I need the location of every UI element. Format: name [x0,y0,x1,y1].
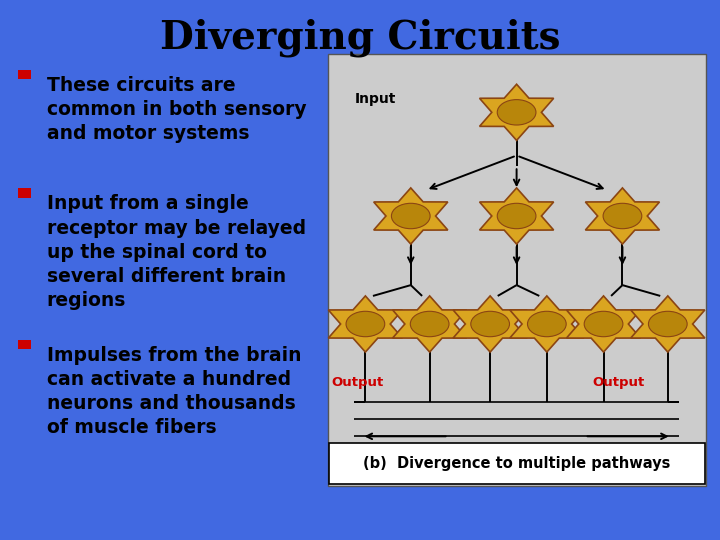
Polygon shape [585,188,660,244]
Text: Impulses from the brain
can activate a hundred
neurons and thousands
of muscle f: Impulses from the brain can activate a h… [47,346,301,437]
FancyBboxPatch shape [328,443,705,484]
Bar [18,70,31,79]
Text: These circuits are
common in both sensory
and motor systems: These circuits are common in both sensor… [47,76,307,143]
Ellipse shape [498,99,536,125]
Ellipse shape [471,311,510,337]
Ellipse shape [410,311,449,337]
Text: Output: Output [593,376,644,389]
Ellipse shape [603,203,642,229]
Polygon shape [392,296,467,352]
Polygon shape [480,84,554,140]
Bar [18,188,31,198]
Polygon shape [453,296,527,352]
Ellipse shape [498,203,536,229]
Ellipse shape [528,311,566,337]
FancyBboxPatch shape [328,54,706,486]
Polygon shape [631,296,705,352]
Text: Output: Output [331,376,384,389]
Ellipse shape [346,311,384,337]
Polygon shape [328,296,402,352]
Polygon shape [510,296,584,352]
Polygon shape [374,188,448,244]
Bar [18,340,31,349]
Ellipse shape [392,203,430,229]
Text: Diverging Circuits: Diverging Circuits [160,19,560,57]
Ellipse shape [584,311,623,337]
Text: Input: Input [354,92,396,106]
Polygon shape [567,296,641,352]
Polygon shape [480,188,554,244]
Text: Input from a single
receptor may be relayed
up the spinal cord to
several differ: Input from a single receptor may be rela… [47,194,306,310]
Text: (b)  Divergence to multiple pathways: (b) Divergence to multiple pathways [363,456,670,471]
Ellipse shape [649,311,687,337]
